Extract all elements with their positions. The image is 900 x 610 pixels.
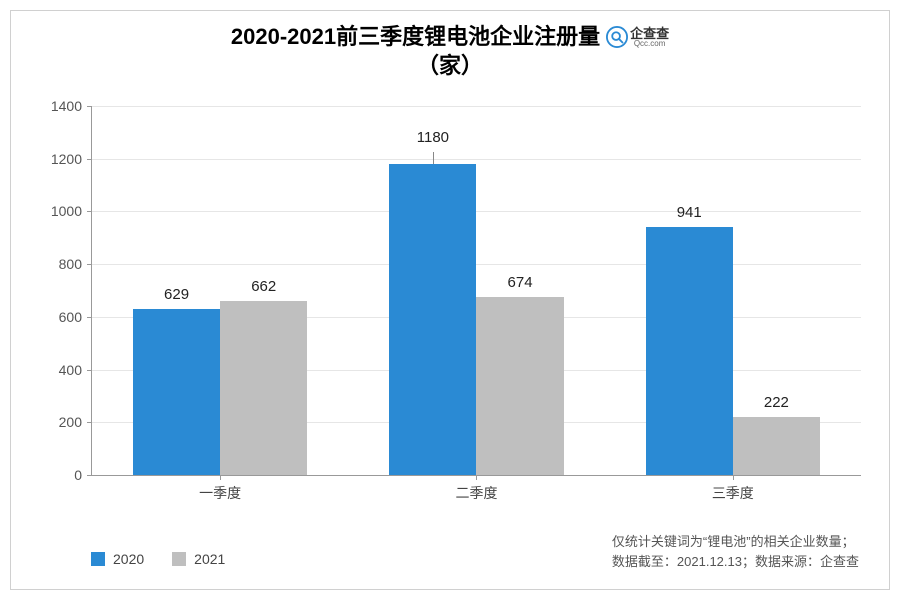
x-tick-mark (733, 475, 734, 480)
qichacha-icon (606, 26, 628, 48)
footnote: 仅统计关键词为“锂电池”的相关企业数量； 数据截至：2021.12.13；数据来… (612, 532, 859, 571)
chart-container: 2020-2021前三季度锂电池企业注册量 企查查 Qcc.com （家） 0 2… (10, 10, 890, 590)
legend-item-2020: 2020 (91, 551, 144, 567)
value-leader-line (433, 152, 434, 164)
bar-value-label: 674 (476, 274, 563, 291)
footnote-line2: 数据截至：2021.12.13；数据来源：企查查 (612, 552, 859, 572)
y-tick-label: 1200 (51, 151, 82, 167)
y-tick-label: 1000 (51, 203, 82, 219)
bar-2020: 941 (646, 227, 733, 475)
legend-swatch (91, 552, 105, 566)
y-tick-label: 800 (59, 256, 82, 272)
bar-group: 941222三季度 (605, 106, 861, 475)
bar-value-label: 629 (133, 286, 220, 303)
chart-title-line1: 2020-2021前三季度锂电池企业注册量 (231, 23, 600, 52)
bar-group: 629662一季度 (92, 106, 348, 475)
chart-title-line2: （家） (11, 52, 889, 81)
bar-value-label: 662 (220, 278, 307, 295)
y-tick-label: 1400 (51, 98, 82, 114)
y-tick-mark (87, 475, 92, 476)
y-tick-label: 200 (59, 414, 82, 430)
bar-2020: 629 (133, 309, 220, 475)
legend-swatch (172, 552, 186, 566)
y-tick-label: 600 (59, 309, 82, 325)
logo-text-main: 企查查 (630, 27, 669, 40)
bar-value-label: 222 (733, 394, 820, 411)
legend-label: 2021 (194, 551, 225, 567)
source-logo: 企查查 Qcc.com (606, 26, 669, 48)
chart-title-block: 2020-2021前三季度锂电池企业注册量 企查查 Qcc.com （家） (11, 23, 889, 80)
bar-2021: 662 (220, 301, 307, 475)
bar-2021: 674 (476, 297, 563, 475)
plot-area: 0200400600800100012001400629662一季度118067… (91, 106, 861, 476)
x-tick-mark (476, 475, 477, 480)
footnote-line1: 仅统计关键词为“锂电池”的相关企业数量； (612, 532, 859, 552)
bar-2021: 222 (733, 417, 820, 476)
x-category-label: 一季度 (92, 483, 348, 503)
bar-value-label: 941 (646, 204, 733, 221)
legend-label: 2020 (113, 551, 144, 567)
logo-text-sub: Qcc.com (630, 40, 669, 48)
y-tick-label: 400 (59, 362, 82, 378)
legend-item-2021: 2021 (172, 551, 225, 567)
x-tick-mark (220, 475, 221, 480)
x-category-label: 二季度 (348, 483, 604, 503)
bar-2020: 1180 (389, 164, 476, 475)
bar-value-label: 1180 (389, 129, 476, 146)
x-category-label: 三季度 (605, 483, 861, 503)
bar-group: 1180674二季度 (348, 106, 604, 475)
legend: 2020 2021 (91, 551, 225, 567)
y-tick-label: 0 (74, 467, 82, 483)
